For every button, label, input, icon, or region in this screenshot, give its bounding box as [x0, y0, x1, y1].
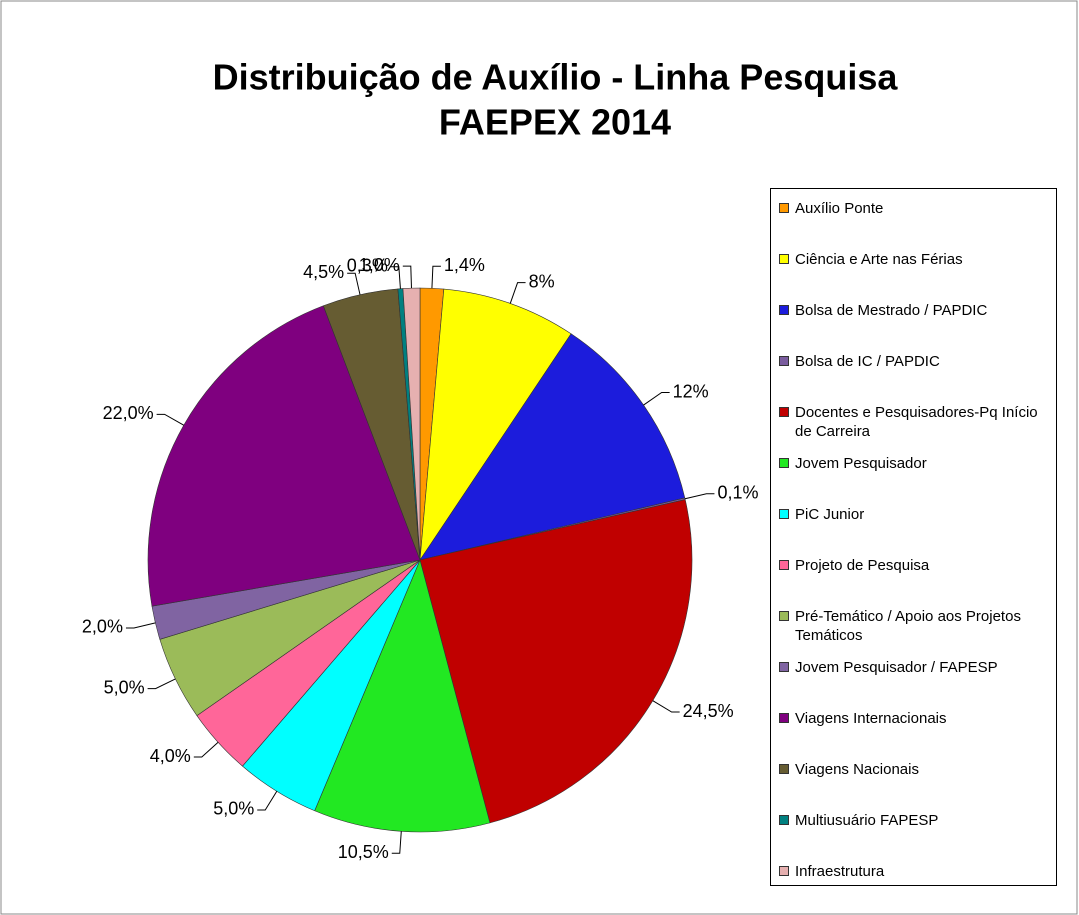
- legend-swatch: [779, 815, 789, 825]
- chart-subtitle: FAEPEX 2014: [439, 102, 671, 143]
- leader-line: [125, 622, 156, 629]
- legend-label: Bolsa de IC / PAPDIC: [795, 353, 940, 370]
- data-label: 0,1%: [717, 483, 758, 503]
- data-label: 10,5%: [338, 842, 389, 862]
- data-label: 1,0%: [359, 255, 400, 275]
- legend-swatch: [779, 713, 789, 723]
- legend-item: Bolsa de Mestrado / PAPDIC: [779, 301, 1050, 352]
- data-label: 24,5%: [683, 701, 734, 721]
- legend-swatch: [779, 458, 789, 468]
- data-label: 2,0%: [82, 617, 123, 637]
- leader-line: [431, 265, 441, 289]
- leader-line: [402, 265, 412, 289]
- legend-item: Ciência e Arte nas Férias: [779, 250, 1050, 301]
- legend-swatch: [779, 305, 789, 315]
- legend-label: Infraestrutura: [795, 863, 885, 880]
- legend-swatch: [779, 356, 789, 366]
- legend-label: PiC Junior: [795, 506, 865, 523]
- legend-item: Viagens Nacionais: [779, 760, 1050, 811]
- legend-swatch: [779, 866, 789, 876]
- legend-swatch: [779, 611, 789, 621]
- legend-label: Bolsa de Mestrado / PAPDIC: [795, 302, 988, 319]
- legend-item: PiC Junior: [779, 505, 1050, 556]
- pie-slice: [402, 287, 421, 561]
- data-label: 12%: [673, 381, 709, 401]
- legend-item: Auxílio Ponte: [779, 199, 1050, 250]
- legend-item: Viagens Internacionais: [779, 709, 1050, 760]
- legend-item: Projeto de Pesquisa: [779, 556, 1050, 607]
- legend-label: Multiusuário FAPESP: [795, 812, 939, 829]
- legend-label: Jovem Pesquisador: [795, 455, 927, 472]
- data-label: 8%: [529, 271, 555, 291]
- leader-line: [193, 741, 219, 758]
- legend-label: Jovem Pesquisador / FAPESP: [795, 659, 998, 676]
- legend-item: Multiusuário FAPESP: [779, 811, 1050, 862]
- legend-item: Infraestrutura: [779, 862, 1050, 913]
- leader-line: [509, 282, 526, 304]
- data-label: 5,0%: [104, 677, 145, 697]
- legend-item: Pré-Temático / Apoio aos Projetos Temáti…: [779, 607, 1050, 658]
- legend-label: Pré-Temático / Apoio aos Projetos Temáti…: [795, 608, 1021, 644]
- legend-swatch: [779, 560, 789, 570]
- pie-slice: [419, 499, 693, 824]
- legend-swatch: [779, 764, 789, 774]
- leader-line: [156, 413, 184, 426]
- leader-line: [643, 392, 670, 406]
- legend-swatch: [779, 203, 789, 213]
- legend-swatch: [779, 509, 789, 519]
- data-label: 1,4%: [444, 255, 485, 275]
- data-label: 22,0%: [103, 403, 154, 423]
- leader-line: [391, 831, 402, 854]
- legend-label: Auxílio Ponte: [795, 200, 884, 217]
- legend-item: Bolsa de IC / PAPDIC: [779, 352, 1050, 403]
- legend-swatch: [779, 407, 789, 417]
- data-label: 5,0%: [213, 799, 254, 819]
- legend-item: Jovem Pesquisador / FAPESP: [779, 658, 1050, 709]
- leader-line: [147, 678, 176, 690]
- chart-title: Distribuição de Auxílio - Linha Pesquisa: [213, 57, 899, 98]
- legend-swatch: [779, 662, 789, 672]
- pie-slice: [419, 333, 686, 561]
- legend-label: Docentes e Pesquisadores-Pq Início de Ca…: [795, 404, 1038, 440]
- legend: Auxílio Ponte Ciência e Arte nas Férias Bo…: [770, 188, 1057, 886]
- data-label: 4,5%: [303, 262, 344, 282]
- leader-line: [347, 272, 361, 295]
- legend-swatch: [779, 254, 789, 264]
- legend-item: Docentes e Pesquisadores-Pq Início de Ca…: [779, 403, 1050, 454]
- data-label: 0,3%: [347, 256, 388, 276]
- legend-label: Viagens Nacionais: [795, 761, 919, 778]
- legend-label: Viagens Internacionais: [795, 710, 947, 727]
- legend-label: Ciência e Arte nas Férias: [795, 251, 963, 268]
- leader-line: [684, 493, 715, 500]
- leader-line: [390, 266, 401, 289]
- legend-label: Projeto de Pesquisa: [795, 557, 930, 574]
- leader-line: [652, 700, 680, 713]
- leader-line: [257, 790, 278, 811]
- legend-item: Jovem Pesquisador: [779, 454, 1050, 505]
- data-label: 4,0%: [150, 746, 191, 766]
